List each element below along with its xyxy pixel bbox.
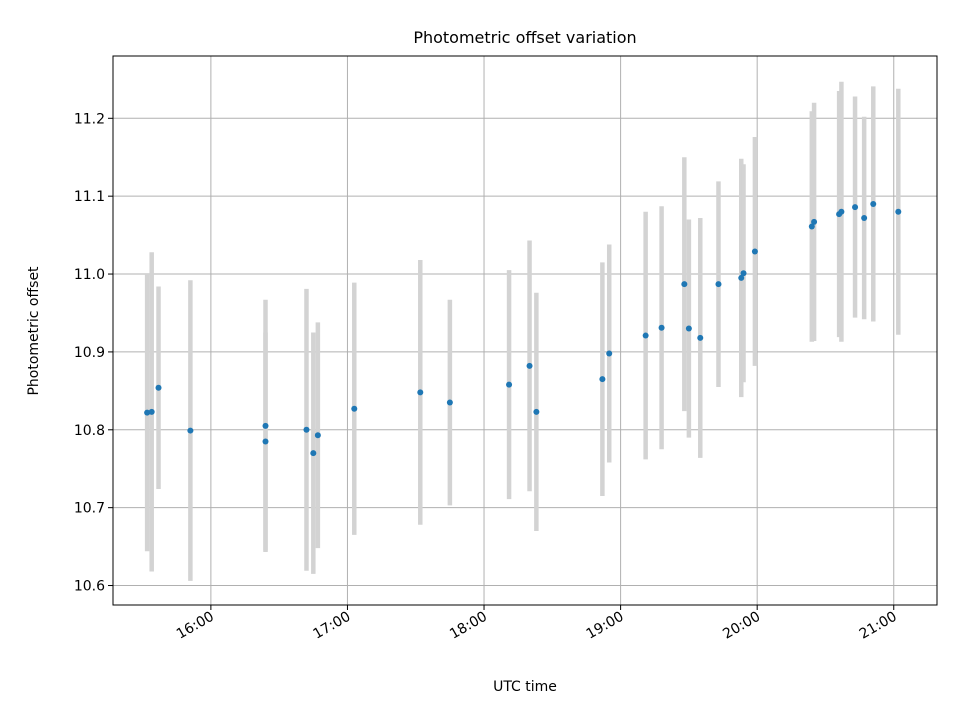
data-point: [838, 208, 845, 215]
data-point: [303, 426, 310, 433]
data-point: [811, 218, 818, 225]
y-tick-label: 11.0: [74, 267, 105, 283]
data-point: [417, 389, 424, 396]
data-point: [681, 281, 688, 288]
data-point: [642, 332, 649, 339]
y-axis-label: Photometric offset: [26, 266, 42, 396]
data-point: [715, 281, 722, 288]
data-point: [852, 204, 859, 211]
data-point: [351, 405, 358, 412]
x-axis-label: UTC time: [493, 679, 557, 695]
y-tick-label: 11.2: [74, 111, 105, 127]
data-point: [738, 274, 745, 281]
grid-lines: [113, 56, 937, 605]
data-point: [685, 325, 692, 332]
y-tick-label: 11.1: [74, 189, 105, 205]
data-point: [144, 409, 151, 416]
data-point: [155, 384, 162, 391]
y-axis-ticks: 10.6 10.7 10.8 10.9 11.0 11.1 11.2: [74, 111, 113, 595]
y-tick-label: 10.8: [74, 423, 105, 439]
data-point: [870, 200, 877, 207]
data-point: [606, 350, 613, 357]
y-tick-label: 10.9: [74, 345, 105, 361]
data-point: [861, 214, 868, 221]
data-point: [262, 422, 269, 429]
data-point: [740, 270, 747, 277]
data-point: [895, 208, 902, 215]
data-point: [658, 324, 665, 331]
data-point: [751, 248, 758, 255]
data-point: [262, 438, 269, 445]
data-point: [533, 408, 540, 415]
data-point: [526, 362, 533, 369]
y-tick-label: 10.6: [74, 579, 105, 595]
data-point: [187, 427, 194, 434]
data-points: [144, 200, 902, 457]
data-point: [148, 408, 155, 415]
data-point: [808, 223, 815, 230]
data-point: [506, 381, 513, 388]
chart-title: Photometric offset variation: [413, 28, 636, 47]
data-point: [697, 334, 704, 341]
data-point: [599, 376, 606, 383]
data-point: [310, 450, 317, 457]
data-point: [446, 399, 453, 406]
y-tick-label: 10.7: [74, 501, 105, 517]
plot-frame: [112, 55, 938, 606]
data-point: [314, 432, 321, 439]
